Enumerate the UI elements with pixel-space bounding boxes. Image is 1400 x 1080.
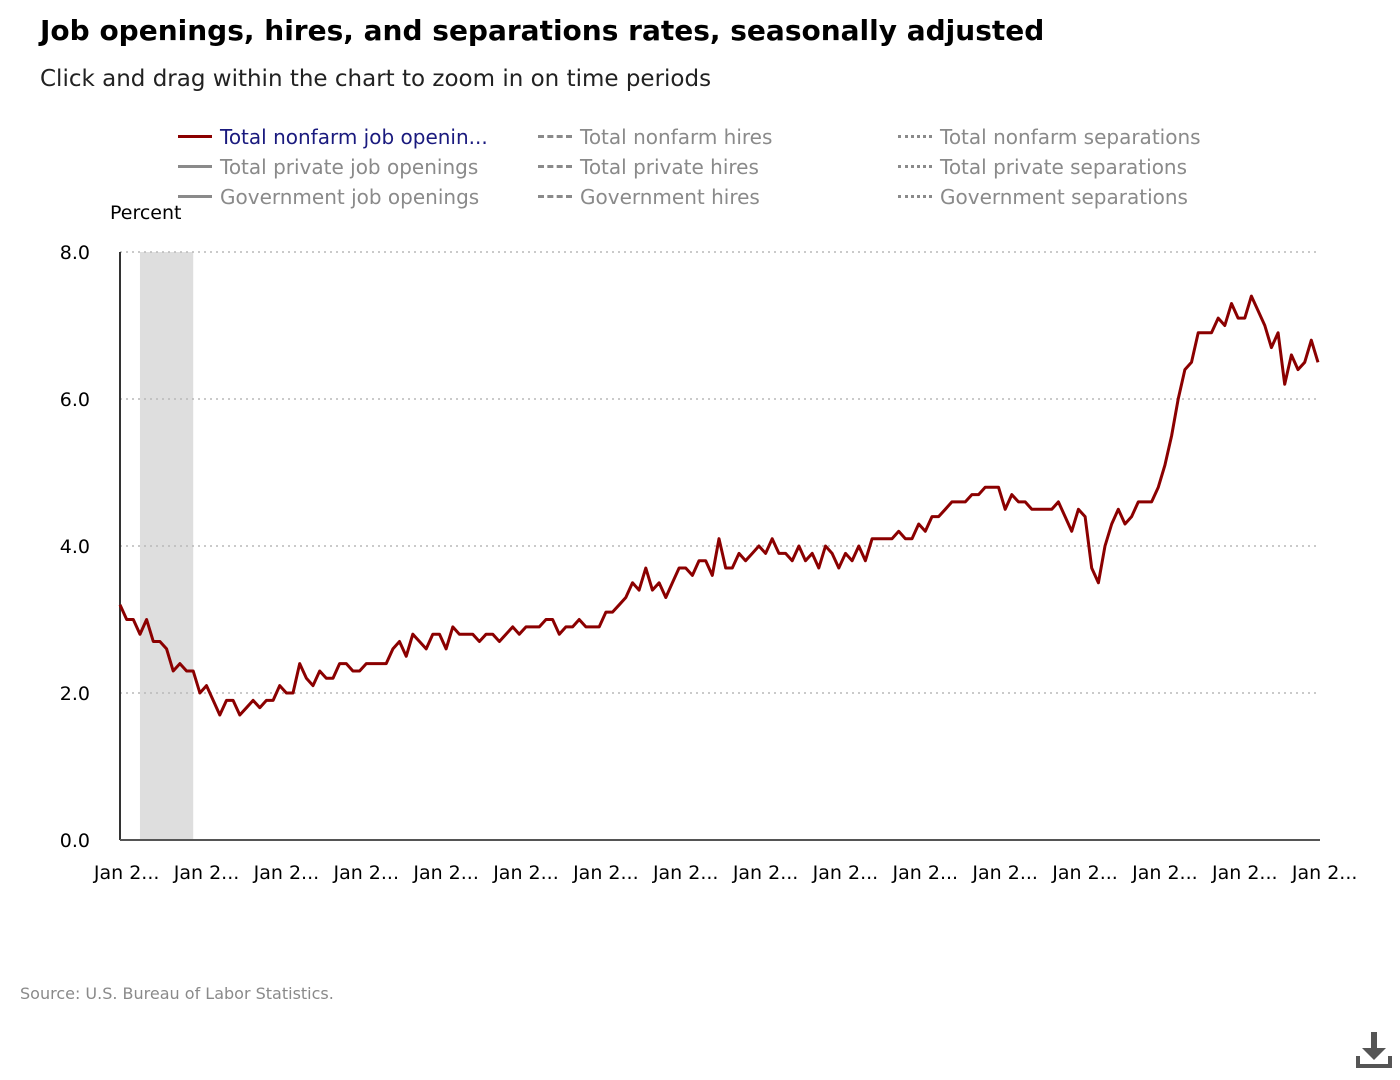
legend-swatch [898, 164, 932, 170]
legend-label: Total nonfarm job openin... [220, 125, 488, 149]
legend-label: Total nonfarm separations [940, 125, 1201, 149]
x-tick-label: Jan 2... [173, 862, 240, 884]
legend-label: Government hires [580, 185, 760, 209]
legend-item[interactable]: Total nonfarm hires [538, 122, 772, 152]
x-tick-label: Jan 2... [412, 862, 479, 884]
y-axis-ticks: 0.0 2.0 4.0 6.0 8.0 [60, 242, 90, 852]
x-tick-label: Jan 2... [332, 862, 399, 884]
legend-swatch [538, 194, 572, 200]
y-tick-label: 4.0 [60, 536, 90, 558]
x-axis-ticks: Jan 2... Jan 2... Jan 2... Jan 2... Jan 2...… [93, 862, 1358, 884]
x-tick-label: Jan 2... [1291, 862, 1358, 884]
legend-item[interactable]: Government separations [898, 182, 1188, 212]
x-tick-label: Jan 2... [93, 862, 160, 884]
x-tick-label: Jan 2... [732, 862, 799, 884]
legend-label: Total private job openings [220, 155, 479, 179]
legend-item[interactable]: Total nonfarm job openin... [178, 122, 488, 152]
chart-plot[interactable]: Percent 0.02.04.06.08.0 Jan 2... Jan 2...… [0, 0, 1400, 960]
legend-label: Total private hires [580, 155, 759, 179]
legend-swatch [898, 194, 932, 200]
legend-label: Government job openings [220, 185, 480, 209]
legend-swatch [538, 134, 572, 140]
y-tick-label: 2.0 [60, 683, 90, 705]
legend-label: Total private separations [940, 155, 1188, 179]
x-tick-label: Jan 2... [1211, 862, 1278, 884]
legend-item[interactable]: Government hires [538, 182, 760, 212]
download-icon[interactable] [1352, 1030, 1396, 1074]
x-tick-label: Jan 2... [812, 862, 879, 884]
chart-title: Job openings, hires, and separations rat… [40, 14, 1045, 47]
legend-swatch [178, 194, 212, 200]
x-tick-label: Jan 2... [892, 862, 959, 884]
x-tick-label: Jan 2... [492, 862, 559, 884]
legend-item[interactable]: Total nonfarm separations [898, 122, 1201, 152]
legend-label: Government separations [940, 185, 1188, 209]
legend-item[interactable]: Total private hires [538, 152, 759, 182]
x-tick-label: Jan 2... [652, 862, 719, 884]
y-tick-label: 8.0 [60, 242, 90, 264]
series-layer [118, 294, 1320, 717]
x-tick-label: Jan 2... [971, 862, 1038, 884]
legend-swatch [538, 164, 572, 170]
x-tick-label: Jan 2... [1051, 862, 1118, 884]
chart-subtitle: Click and drag within the chart to zoom … [40, 66, 712, 92]
y-tick-label: 0.0 [60, 830, 90, 852]
legend-item[interactable]: Government job openings [178, 182, 479, 212]
legend-item[interactable]: Total private separations [898, 152, 1187, 182]
y-axis-label: Percent [110, 202, 182, 224]
legend: Total nonfarm job openin... Total nonfar… [178, 122, 1278, 214]
legend-item[interactable]: Total private job openings [178, 152, 478, 182]
x-tick-label: Jan 2... [572, 862, 639, 884]
y-tick-label: 6.0 [60, 389, 90, 411]
x-tick-label: Jan 2... [253, 862, 320, 884]
legend-swatch [178, 134, 212, 140]
gridlines [120, 251, 1318, 694]
legend-swatch [898, 134, 932, 140]
recession-bands [139, 252, 194, 840]
recession-band [139, 252, 194, 840]
series-line[interactable] [118, 294, 1320, 717]
legend-swatch [178, 164, 212, 170]
x-tick-label: Jan 2... [1131, 862, 1198, 884]
legend-label: Total nonfarm hires [580, 125, 773, 149]
source-note: Source: U.S. Bureau of Labor Statistics. [20, 984, 334, 1003]
